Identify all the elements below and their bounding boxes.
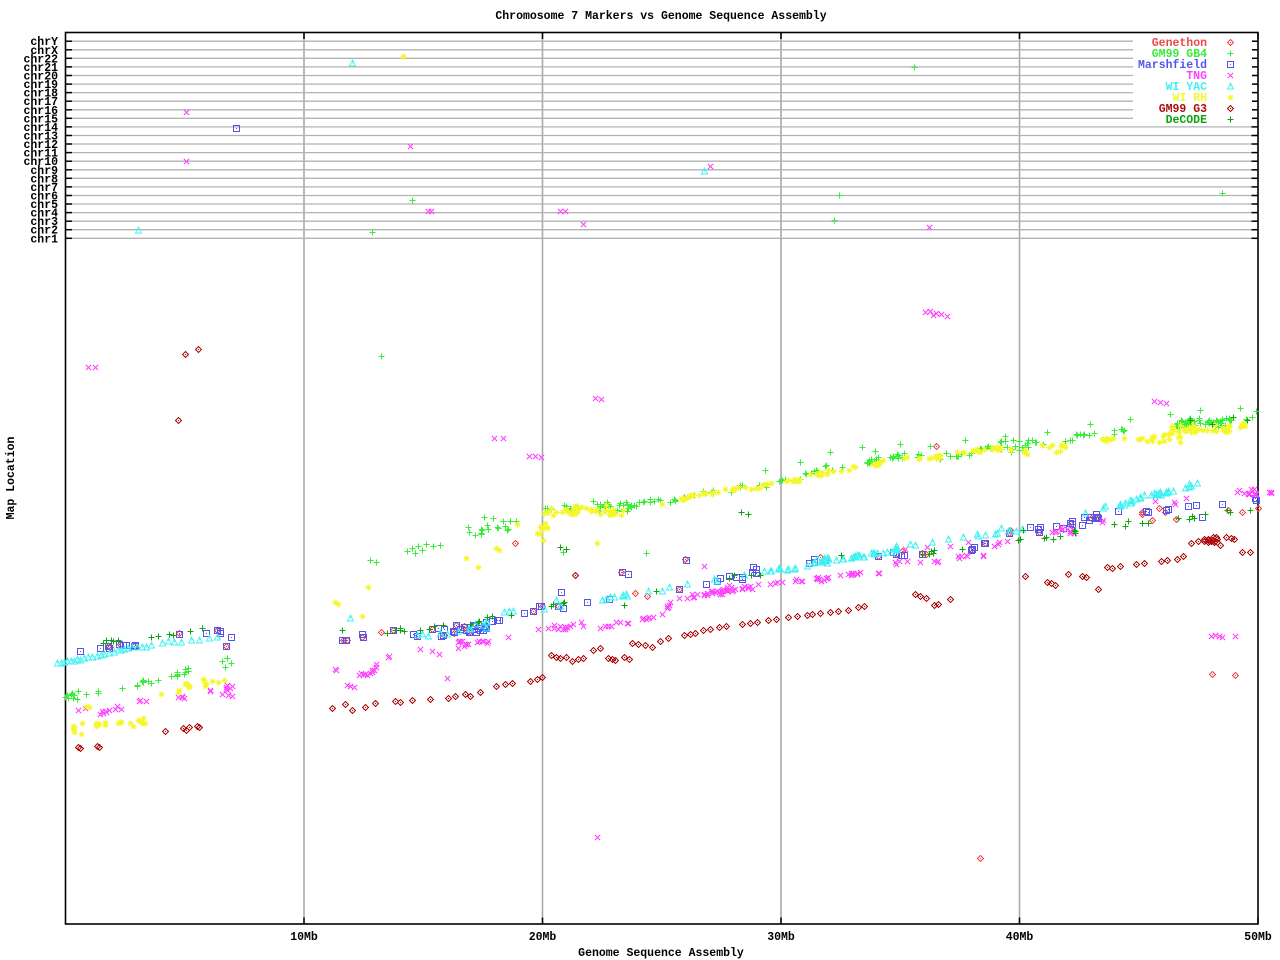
svg-text:40Mb: 40Mb <box>1006 931 1034 944</box>
svg-text:GM99 G3: GM99 G3 <box>1159 103 1207 116</box>
svg-text:chr10: chr10 <box>23 156 58 169</box>
svg-text:chr21: chr21 <box>23 62 58 75</box>
svg-text:chr12: chr12 <box>23 139 58 152</box>
svg-text:chr6: chr6 <box>30 191 58 204</box>
svg-text:GM99 GB4: GM99 GB4 <box>1152 48 1207 61</box>
svg-text:chr8: chr8 <box>30 173 58 186</box>
svg-text:Genethon: Genethon <box>1152 37 1207 50</box>
svg-text:chr13: chr13 <box>23 131 58 144</box>
svg-text:chr14: chr14 <box>23 122 58 135</box>
svg-text:chrY: chrY <box>30 36 58 49</box>
svg-text:chr3: chr3 <box>30 216 58 229</box>
svg-text:chr5: chr5 <box>30 199 58 212</box>
svg-text:10Mb: 10Mb <box>290 931 318 944</box>
svg-text:WI YAC: WI YAC <box>1166 81 1208 94</box>
svg-text:chr4: chr4 <box>30 208 58 221</box>
svg-text:chr16: chr16 <box>23 105 58 118</box>
svg-text:chr2: chr2 <box>30 225 58 238</box>
svg-text:30Mb: 30Mb <box>767 931 795 944</box>
svg-text:chr15: chr15 <box>23 113 58 126</box>
svg-text:Map Location: Map Location <box>5 437 18 520</box>
svg-text:chrX: chrX <box>30 45 58 58</box>
svg-text:chr11: chr11 <box>23 148 58 161</box>
svg-text:DeCODE: DeCODE <box>1166 114 1208 127</box>
svg-text:chr9: chr9 <box>30 165 58 178</box>
svg-text:TNG: TNG <box>1186 70 1207 83</box>
svg-text:chr20: chr20 <box>23 71 58 84</box>
svg-text:chr17: chr17 <box>23 96 58 109</box>
svg-text:chr22: chr22 <box>23 53 58 66</box>
svg-text:Genome Sequence Assembly: Genome Sequence Assembly <box>578 947 744 960</box>
svg-text:chr7: chr7 <box>30 182 58 195</box>
svg-text:chr1: chr1 <box>30 233 58 246</box>
svg-text:WI RH: WI RH <box>1172 92 1207 105</box>
svg-text:Chromosome 7 Markers vs Genome: Chromosome 7 Markers vs Genome Sequence … <box>495 10 826 23</box>
svg-text:chr19: chr19 <box>23 79 58 92</box>
svg-text:chr18: chr18 <box>23 88 58 101</box>
svg-text:Marshfield: Marshfield <box>1138 59 1207 72</box>
svg-text:20Mb: 20Mb <box>529 931 557 944</box>
svg-text:50Mb: 50Mb <box>1244 931 1272 944</box>
